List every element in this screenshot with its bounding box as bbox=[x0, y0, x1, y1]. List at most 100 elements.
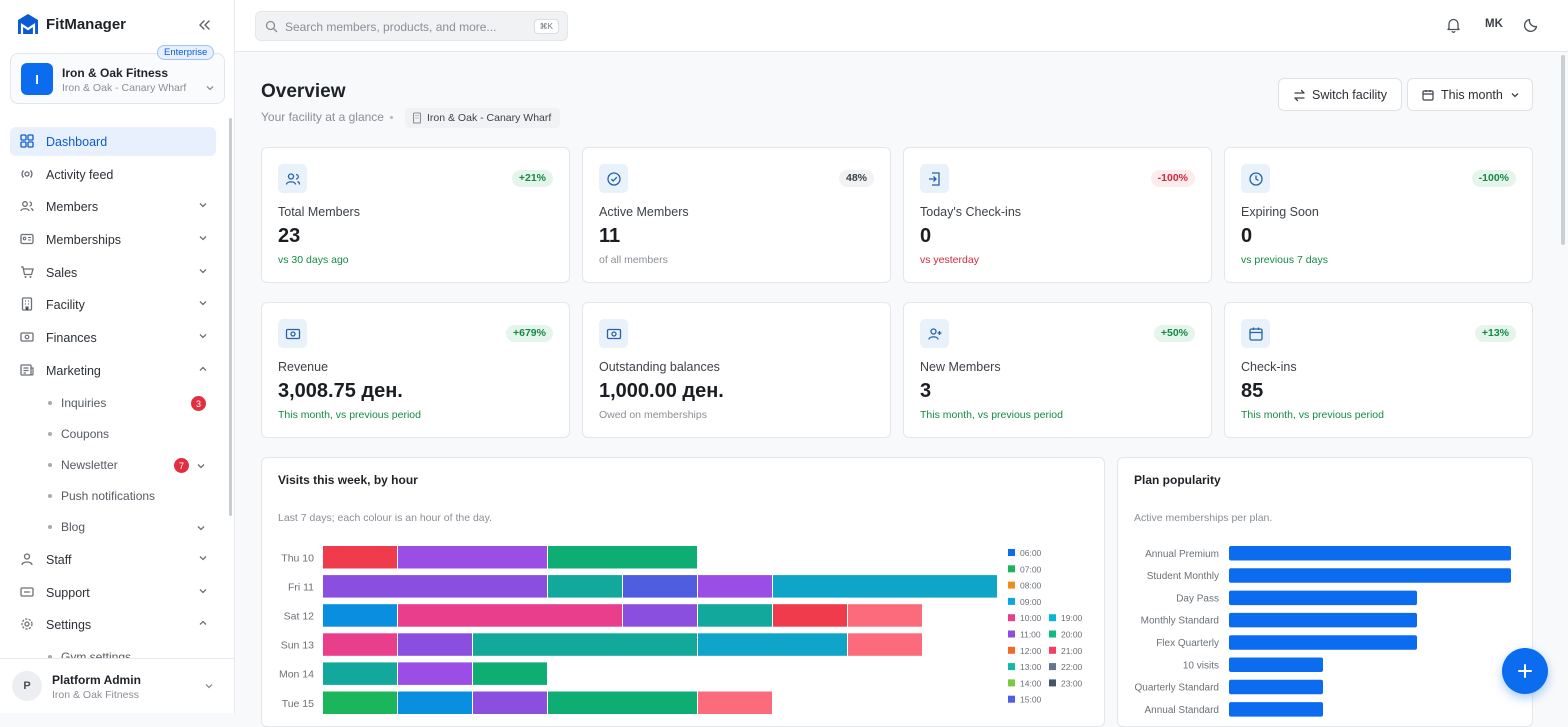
user-initials-button[interactable]: MK bbox=[1485, 18, 1503, 30]
grid-icon bbox=[20, 134, 34, 148]
stat-label: Check-ins bbox=[1241, 360, 1297, 374]
plan-label: Quarterly Standard bbox=[1135, 683, 1220, 694]
sidebar-subitem-push[interactable]: Push notifications bbox=[48, 489, 155, 503]
day-label: Fri 11 bbox=[288, 581, 314, 593]
app-logo[interactable]: FitManager bbox=[16, 13, 126, 35]
cart-icon bbox=[20, 265, 34, 279]
change-badge: -100% bbox=[1150, 170, 1195, 187]
stat-card-revenue[interactable]: +679% Revenue 3,008.75 ден. This month, … bbox=[261, 302, 570, 438]
bar-segment bbox=[698, 633, 847, 656]
sidebar-subitem-blog[interactable]: Blog bbox=[48, 520, 85, 534]
legend-label: 23:00 bbox=[1061, 678, 1083, 688]
legend-label: 11:00 bbox=[1020, 630, 1041, 640]
plan-badge: Enterprise bbox=[157, 45, 215, 60]
org-name: Iron & Oak Fitness bbox=[62, 66, 169, 80]
topbar: Search members, products, and more... ⌘K… bbox=[235, 0, 1568, 52]
sidebar-item-settings[interactable]: Settings bbox=[10, 610, 216, 639]
stat-value: 85 bbox=[1241, 380, 1264, 402]
add-button[interactable] bbox=[1502, 648, 1548, 694]
user-name: Platform Admin bbox=[52, 673, 141, 687]
money-icon bbox=[278, 319, 307, 348]
bell-icon[interactable] bbox=[1446, 17, 1461, 33]
stat-value: 3 bbox=[920, 380, 932, 402]
sidebar-item-label: Memberships bbox=[46, 232, 122, 247]
sidebar-item-sales[interactable]: Sales bbox=[10, 258, 216, 287]
stat-card-expiring-soon[interactable]: -100% Expiring Soon 0 vs previous 7 days bbox=[1224, 147, 1533, 283]
sidebar-item-members[interactable]: Members bbox=[10, 192, 216, 221]
page-scrollbar[interactable] bbox=[1561, 55, 1565, 245]
change-badge: +13% bbox=[1474, 325, 1516, 342]
page-subtitle: Your facility at a glance bbox=[261, 110, 384, 124]
legend-swatch bbox=[1008, 679, 1015, 687]
stat-card-new-members[interactable]: +50% New Members 3 This month, vs previo… bbox=[903, 302, 1212, 438]
legend-label: 19:00 bbox=[1061, 613, 1083, 623]
legend-label: 08:00 bbox=[1020, 581, 1042, 591]
stat-footnote: This month, vs previous period bbox=[920, 409, 1063, 421]
plus-icon bbox=[1518, 664, 1532, 678]
legend-swatch bbox=[1008, 663, 1015, 671]
chevron-down-icon bbox=[198, 331, 208, 341]
change-badge: 48% bbox=[838, 170, 874, 187]
sidebar-item-finances[interactable]: Finances bbox=[10, 323, 216, 352]
sidebar-subitem-label: Push notifications bbox=[61, 489, 156, 503]
sidebar-item-marketing[interactable]: Marketing bbox=[10, 356, 216, 385]
change-badge: +679% bbox=[506, 325, 553, 342]
stat-footnote: vs previous 7 days bbox=[1241, 254, 1328, 266]
check-circle-icon bbox=[599, 164, 628, 193]
sidebar-item-staff[interactable]: Staff bbox=[10, 545, 216, 574]
plan-bar bbox=[1229, 546, 1511, 561]
period-label: This month bbox=[1441, 88, 1503, 102]
stat-card-checkins[interactable]: +13% Check-ins 85 This month, vs previou… bbox=[1224, 302, 1533, 438]
legend-swatch bbox=[1008, 646, 1015, 654]
plan-label: Annual Premium bbox=[1145, 549, 1219, 560]
stat-card-outstanding-balances[interactable]: Outstanding balances 1,000.00 ден. Owed … bbox=[582, 302, 891, 438]
shortcut-hint: ⌘K bbox=[533, 19, 559, 34]
chevron-down-icon bbox=[198, 298, 208, 308]
bullet-icon bbox=[48, 525, 52, 529]
building-icon bbox=[412, 112, 422, 124]
stat-card-total-members[interactable]: +21% Total Members 23 vs 30 days ago bbox=[261, 147, 570, 283]
bar-segment bbox=[323, 604, 397, 627]
sidebar-subitem-inquiries[interactable]: Inquiries bbox=[48, 396, 106, 410]
sidebar-item-activity[interactable]: Activity feed bbox=[10, 160, 216, 189]
sidebar-item-facility[interactable]: Facility bbox=[10, 290, 216, 319]
stat-label: Total Members bbox=[278, 205, 360, 219]
legend-label: 13:00 bbox=[1020, 662, 1042, 672]
bar-segment bbox=[398, 662, 472, 685]
chevron-down-icon[interactable] bbox=[196, 461, 206, 471]
stat-label: New Members bbox=[920, 360, 1001, 374]
stat-label: Revenue bbox=[278, 360, 329, 374]
user-menu[interactable]: P Platform Admin Iron & Oak Fitness bbox=[0, 658, 234, 713]
panel-subtitle: Active memberships per plan. bbox=[1134, 512, 1273, 524]
stat-card-todays-checkins[interactable]: -100% Today's Check-ins 0 vs yesterday bbox=[903, 147, 1212, 283]
plan-label: Flex Quarterly bbox=[1156, 638, 1219, 649]
sidebar-subitem-newsletter[interactable]: Newsletter bbox=[48, 458, 118, 472]
sidebar-item-label: Facility bbox=[46, 297, 85, 312]
sidebar-item-memberships[interactable]: Memberships bbox=[10, 225, 216, 254]
legend-swatch bbox=[1008, 630, 1015, 638]
stat-card-active-members[interactable]: 48% Active Members 11 of all members bbox=[582, 147, 891, 283]
moon-icon[interactable] bbox=[1524, 17, 1539, 32]
org-switcher[interactable]: I Iron & Oak Fitness Iron & Oak - Canary… bbox=[10, 53, 225, 104]
bullet-icon bbox=[48, 655, 52, 659]
chevron-down-icon bbox=[198, 233, 208, 243]
sidebar-subitem-coupons[interactable]: Coupons bbox=[48, 427, 109, 441]
plan-bar bbox=[1229, 702, 1323, 717]
bar-segment bbox=[548, 546, 697, 569]
staff-icon bbox=[20, 552, 34, 566]
avatar: P bbox=[12, 671, 42, 701]
bar-segment bbox=[698, 691, 772, 714]
bullet-icon bbox=[48, 494, 52, 498]
day-label: Tue 15 bbox=[282, 698, 314, 710]
period-select[interactable]: This month bbox=[1407, 78, 1533, 111]
sidebar-item-dashboard[interactable]: Dashboard bbox=[10, 127, 216, 156]
switch-facility-button[interactable]: Switch facility bbox=[1278, 78, 1402, 111]
sidebar-subitem-label: Newsletter bbox=[61, 458, 118, 472]
sidebar-scrollbar[interactable] bbox=[229, 118, 232, 516]
stat-footnote: vs 30 days ago bbox=[278, 254, 349, 266]
search-placeholder: Search members, products, and more... bbox=[285, 20, 497, 34]
search-input[interactable]: Search members, products, and more... ⌘K bbox=[255, 11, 568, 41]
collapse-sidebar-icon[interactable] bbox=[197, 18, 211, 32]
sidebar-item-support[interactable]: Support bbox=[10, 578, 216, 607]
chevron-down-icon[interactable] bbox=[196, 523, 206, 533]
